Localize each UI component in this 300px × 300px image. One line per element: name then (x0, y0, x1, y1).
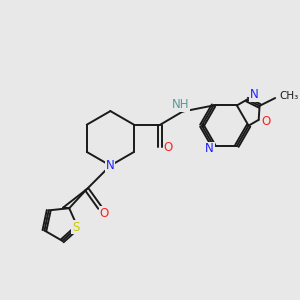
Text: CH₃: CH₃ (279, 91, 298, 101)
Text: O: O (262, 115, 271, 128)
Text: NH: NH (172, 98, 189, 111)
Text: N: N (106, 159, 115, 172)
Text: O: O (164, 140, 173, 154)
Text: S: S (72, 220, 79, 233)
Text: N: N (205, 142, 214, 155)
Text: N: N (249, 88, 258, 101)
Text: O: O (99, 207, 108, 220)
